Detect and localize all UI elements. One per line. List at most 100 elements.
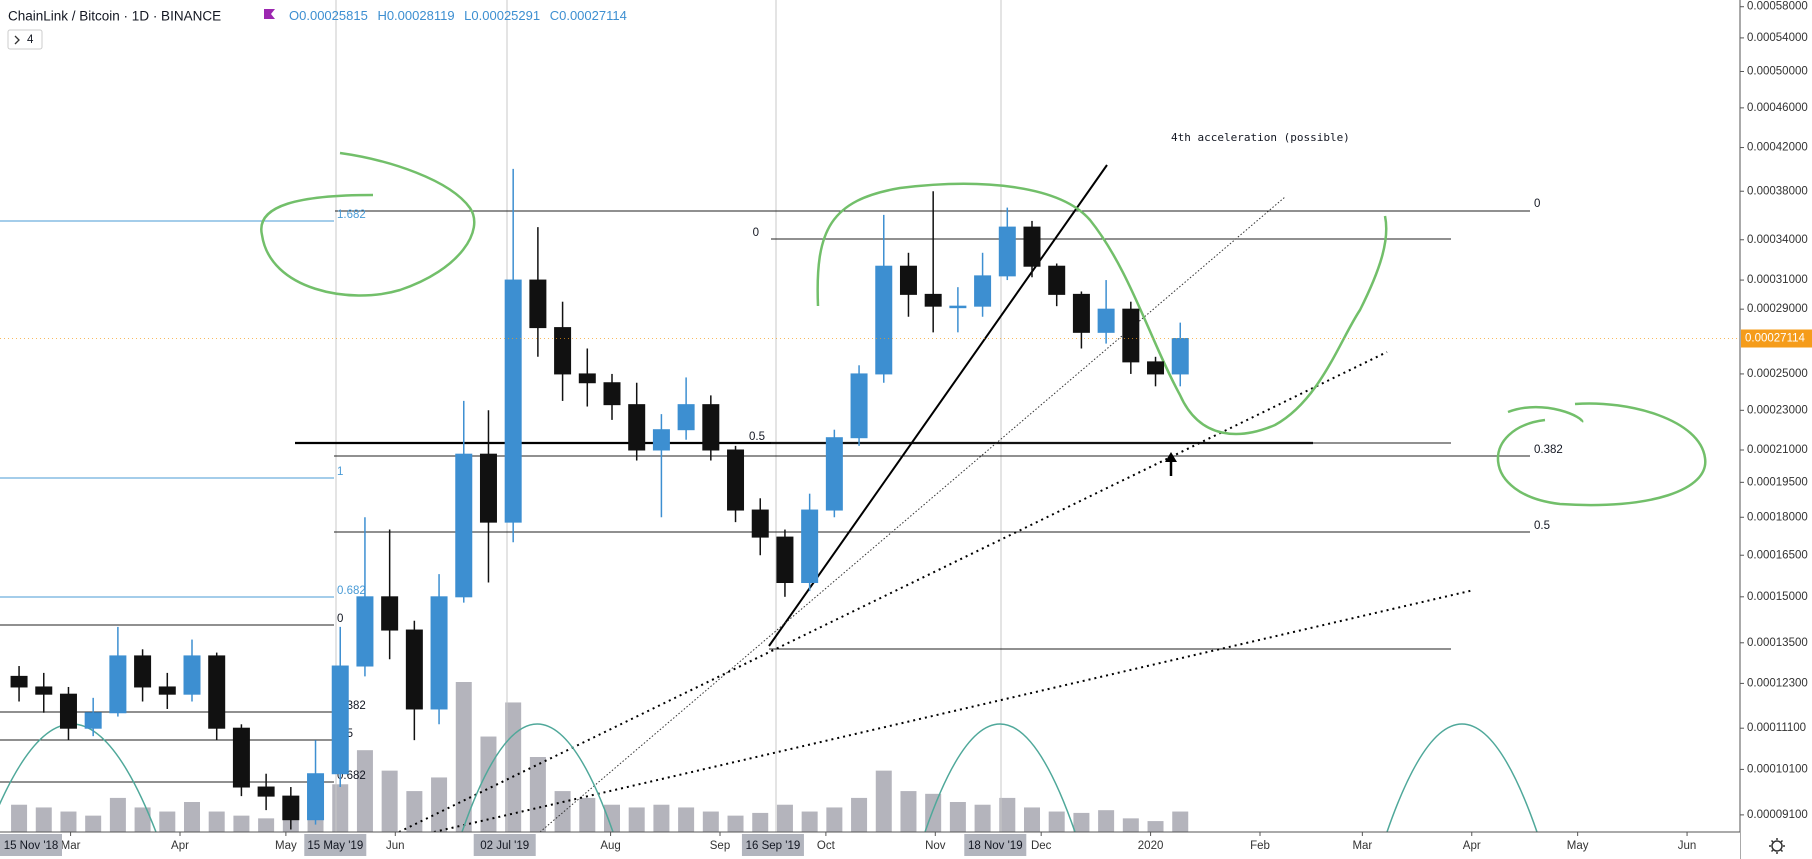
legend-label: H (377, 8, 386, 23)
y-tick-label: 0.00009100 (1747, 809, 1808, 821)
volume-bar (406, 791, 423, 832)
x-tick-label: Mar (1352, 840, 1372, 852)
candle-body (727, 449, 745, 511)
indicator-count: 4 (27, 34, 34, 46)
candle-body (677, 404, 695, 431)
y-tick-label: 0.00021000 (1747, 444, 1808, 456)
legend-value: 0.00025815 (299, 8, 368, 23)
volume-bar (702, 811, 719, 832)
candle-body (825, 437, 843, 511)
volume-bar (678, 807, 695, 832)
x-tick-label: Oct (817, 840, 836, 852)
volume-bar (258, 818, 275, 832)
x-marker-box (473, 834, 536, 856)
highlight-circle (1507, 405, 1584, 424)
legend-label: L (464, 8, 471, 23)
drawings (0, 0, 1707, 833)
x-tick-label: Nov (925, 840, 946, 852)
fib-label: 0.5 (1534, 520, 1550, 532)
volume-bar (159, 811, 176, 832)
cycle-arc (461, 723, 614, 833)
indicator-toggle[interactable]: 4 (7, 29, 43, 50)
candle-body (603, 382, 621, 406)
x-tick-label: Jun (1678, 840, 1697, 852)
candle-body (356, 596, 374, 667)
legend-value: 0.00028119 (387, 8, 455, 23)
header: ChainLink / Bitcoin · 1D · BINANCE O0.00… (7, 8, 627, 50)
volume-bar (1073, 812, 1090, 832)
fib-label: 0.682 (337, 585, 366, 597)
legend-value: 0.00027114 (559, 8, 627, 23)
y-tick-label: 0.00010100 (1747, 763, 1808, 775)
candle-body (1171, 338, 1189, 375)
x-tick-label: May (275, 840, 297, 852)
settings-button[interactable] (1769, 838, 1785, 854)
candle-body (751, 509, 769, 538)
candle-body (652, 429, 670, 451)
candle-body (84, 712, 102, 729)
gear-teeth (1769, 838, 1785, 854)
highlight-circle (816, 182, 1388, 436)
legend-label: O (289, 8, 299, 23)
candle-body (801, 509, 819, 584)
volume-bar (1048, 811, 1065, 832)
y-tick-label: 0.00031000 (1747, 274, 1808, 286)
candle-body (949, 305, 967, 309)
candle-body (529, 279, 547, 329)
volume-bar (431, 777, 448, 832)
candle-body (554, 327, 572, 375)
fib-label: 0 (337, 613, 343, 625)
volume-bar (875, 770, 892, 832)
candle-body (899, 265, 917, 295)
x-tick-label: Aug (600, 840, 620, 852)
volume-bar (628, 807, 645, 832)
y-tick-label: 0.00011100 (1747, 722, 1806, 734)
candle-body (1097, 308, 1115, 333)
candle-body (331, 665, 349, 775)
volume-bar (356, 750, 373, 832)
symbol-title: ChainLink / Bitcoin · 1D · BINANCE (8, 9, 221, 24)
candle-body (405, 629, 423, 710)
volume-bar (60, 811, 77, 832)
arrow-head (1165, 452, 1177, 462)
volume-bar (1098, 810, 1115, 832)
time-axis-panel (0, 832, 1740, 859)
volume-bar (109, 797, 126, 832)
candle-body (59, 693, 77, 729)
volume-bar (653, 804, 670, 832)
volume-bar (381, 770, 398, 832)
volume-bar (11, 804, 28, 832)
x-tick-label: Jun (386, 840, 405, 852)
candle-body (134, 655, 152, 688)
y-tick-label: 0.00058000 (1747, 1, 1808, 13)
cycle-arc (924, 723, 1076, 833)
x-tick-label: Dec (1031, 840, 1052, 852)
volume-bar (332, 784, 349, 832)
chevron-icon (14, 35, 20, 45)
y-tick-label: 0.00050000 (1747, 66, 1808, 78)
y-tick-label: 0.00013500 (1747, 637, 1808, 649)
candle-layer (10, 168, 1189, 830)
x-tick-label: Mar (61, 840, 81, 852)
last-price-label: 0.00027114 (1745, 333, 1806, 345)
volume-bar (233, 815, 250, 832)
candle-body (10, 675, 28, 688)
candle-body (232, 727, 250, 788)
candle-body (1072, 293, 1090, 333)
candle-body (158, 686, 176, 695)
candle-body (208, 655, 226, 729)
x-marker-box (964, 834, 1027, 856)
gear-icon[interactable] (1771, 840, 1783, 852)
indicator-toggle-box[interactable] (7, 29, 43, 50)
candle-body (998, 226, 1016, 277)
fib-label: 1.682 (337, 209, 366, 221)
last-price-tag (1741, 329, 1812, 348)
x-tick-label: 2020 (1138, 840, 1164, 852)
volume-bar (480, 736, 497, 832)
candle-body (578, 373, 596, 384)
volume-bar (579, 797, 596, 832)
annotation: 4th acceleration (possible) (1171, 131, 1350, 144)
volume-bar (208, 811, 225, 832)
volume-layer (11, 682, 1189, 832)
